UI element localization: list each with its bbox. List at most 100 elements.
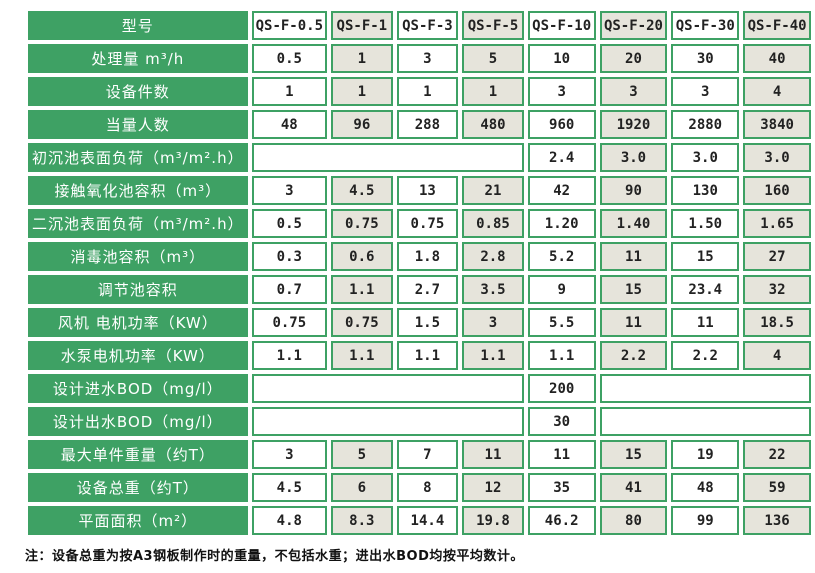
value-cell: 4.5 xyxy=(331,176,393,205)
empty-cell xyxy=(599,374,811,403)
value-cell: 0.85 xyxy=(462,209,524,238)
value-cell: 11 xyxy=(599,308,668,337)
value-cell: 13 xyxy=(396,176,459,205)
value-cell: 1.1 xyxy=(527,341,596,370)
table-row: 处理量 m³/h 0.5 1 3 5 10 20 30 40 xyxy=(28,44,811,73)
footnote: 注：设备总重为按A3钢板制作时的重量，不包括水重；进出水BOD均按平均数计。 xyxy=(25,549,524,564)
value-cell: 0.75 xyxy=(331,209,393,238)
value-cell: 20 xyxy=(599,44,668,73)
value-cell: 1920 xyxy=(599,110,668,139)
model-header-cell: QS-F-20 xyxy=(599,11,668,40)
value-cell: 19.8 xyxy=(462,506,524,535)
table-row: 平面面积（m²） 4.8 8.3 14.4 19.8 46.2 80 99 136 xyxy=(28,506,811,535)
value-cell: 11 xyxy=(599,242,668,271)
row-label: 设计出水BOD（mg/l） xyxy=(28,407,248,436)
value-cell: 1 xyxy=(462,77,524,106)
value-cell: 40 xyxy=(743,44,811,73)
value-cell: 10 xyxy=(527,44,596,73)
row-label: 调节池容积 xyxy=(28,275,248,304)
value-cell: 1.50 xyxy=(671,209,740,238)
value-cell: 9 xyxy=(527,275,596,304)
value-cell: 2.2 xyxy=(599,341,668,370)
value-cell: 48 xyxy=(251,110,328,139)
value-cell: 90 xyxy=(599,176,668,205)
value-cell: 2.8 xyxy=(462,242,524,271)
model-row-label: 型号 xyxy=(28,11,248,40)
table-row: 最大单件重量（约T） 3 5 7 11 11 15 19 22 xyxy=(28,440,811,469)
table-row: 接触氧化池容积（m³） 3 4.5 13 21 42 90 130 160 xyxy=(28,176,811,205)
value-cell: 19 xyxy=(671,440,740,469)
row-label: 处理量 m³/h xyxy=(28,44,248,73)
value-cell: 15 xyxy=(599,440,668,469)
value-cell: 5 xyxy=(331,440,393,469)
value-cell: 59 xyxy=(743,473,811,502)
value-cell: 5 xyxy=(462,44,524,73)
table-row: 当量人数 48 96 288 480 960 1920 2880 3840 xyxy=(28,110,811,139)
value-cell: 8 xyxy=(396,473,459,502)
table-row: 设备总重（约T） 4.5 6 8 12 35 41 48 59 xyxy=(28,473,811,502)
table-row: 设计出水BOD（mg/l） 30 xyxy=(28,407,811,436)
empty-cell xyxy=(599,407,811,436)
value-cell: 99 xyxy=(671,506,740,535)
value-cell: 1.65 xyxy=(743,209,811,238)
spec-table: 型号 QS-F-0.5 QS-F-1 QS-F-3 QS-F-5 QS-F-10 QS-F-… xyxy=(24,7,815,539)
value-cell: 30 xyxy=(671,44,740,73)
value-cell: 3.0 xyxy=(599,143,668,172)
empty-cell xyxy=(251,374,524,403)
row-label: 风机 电机功率（KW） xyxy=(28,308,248,337)
row-label: 设计进水BOD（mg/l） xyxy=(28,374,248,403)
value-cell: 1.40 xyxy=(599,209,668,238)
value-cell: 3 xyxy=(527,77,596,106)
value-cell: 15 xyxy=(671,242,740,271)
table-row: 风机 电机功率（KW） 0.75 0.75 1.5 3 5.5 11 11 18.5 xyxy=(28,308,811,337)
value-cell: 11 xyxy=(527,440,596,469)
value-cell: 2.7 xyxy=(396,275,459,304)
table-row: 初沉池表面负荷（m³/m².h） 2.4 3.0 3.0 3.0 xyxy=(28,143,811,172)
value-cell: 48 xyxy=(671,473,740,502)
value-cell: 96 xyxy=(331,110,393,139)
value-cell: 5.2 xyxy=(527,242,596,271)
value-cell: 8.3 xyxy=(331,506,393,535)
value-cell: 3 xyxy=(396,44,459,73)
value-cell: 1.1 xyxy=(462,341,524,370)
value-cell: 130 xyxy=(671,176,740,205)
value-cell: 41 xyxy=(599,473,668,502)
value-cell: 1 xyxy=(331,44,393,73)
value-cell: 480 xyxy=(462,110,524,139)
value-cell: 0.6 xyxy=(331,242,393,271)
value-cell: 14.4 xyxy=(396,506,459,535)
table-row: 调节池容积 0.7 1.1 2.7 3.5 9 15 23.4 32 xyxy=(28,275,811,304)
value-cell: 200 xyxy=(527,374,596,403)
model-header-cell: QS-F-30 xyxy=(671,11,740,40)
empty-cell xyxy=(251,407,524,436)
value-cell: 4.8 xyxy=(251,506,328,535)
value-cell: 0.5 xyxy=(251,209,328,238)
table-row: 水泵电机功率（KW） 1.1 1.1 1.1 1.1 1.1 2.2 2.2 4 xyxy=(28,341,811,370)
value-cell: 1.1 xyxy=(331,275,393,304)
row-label: 初沉池表面负荷（m³/m².h） xyxy=(28,143,248,172)
model-header-cell: QS-F-1 xyxy=(331,11,393,40)
value-cell: 27 xyxy=(743,242,811,271)
value-cell: 288 xyxy=(396,110,459,139)
value-cell: 11 xyxy=(671,308,740,337)
model-header-cell: QS-F-10 xyxy=(527,11,596,40)
model-header-cell: QS-F-0.5 xyxy=(251,11,328,40)
value-cell: 1.1 xyxy=(396,341,459,370)
value-cell: 0.75 xyxy=(251,308,328,337)
value-cell: 23.4 xyxy=(671,275,740,304)
value-cell: 3 xyxy=(599,77,668,106)
value-cell: 42 xyxy=(527,176,596,205)
table-row: 消毒池容积（m³） 0.3 0.6 1.8 2.8 5.2 11 15 27 xyxy=(28,242,811,271)
value-cell: 4 xyxy=(743,341,811,370)
row-label: 水泵电机功率（KW） xyxy=(28,341,248,370)
value-cell: 1.1 xyxy=(251,341,328,370)
value-cell: 1.20 xyxy=(527,209,596,238)
value-cell: 35 xyxy=(527,473,596,502)
value-cell: 0.5 xyxy=(251,44,328,73)
value-cell: 2.4 xyxy=(527,143,596,172)
value-cell: 11 xyxy=(462,440,524,469)
value-cell: 1.1 xyxy=(331,341,393,370)
row-label: 消毒池容积（m³） xyxy=(28,242,248,271)
value-cell: 1 xyxy=(251,77,328,106)
empty-cell xyxy=(251,143,524,172)
